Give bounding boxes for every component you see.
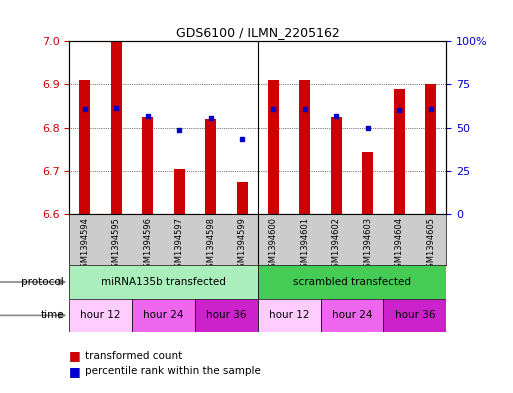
Bar	[258, 265, 446, 299]
Text: GSM1394605: GSM1394605	[426, 217, 435, 273]
Text: GSM1394599: GSM1394599	[238, 217, 247, 273]
Text: hour 36: hour 36	[394, 310, 435, 320]
Bar	[69, 265, 258, 299]
Text: hour 12: hour 12	[269, 310, 309, 320]
Text: hour 24: hour 24	[332, 310, 372, 320]
Text: GSM1394604: GSM1394604	[394, 217, 404, 273]
Text: transformed count: transformed count	[85, 351, 182, 361]
Bar	[132, 299, 195, 332]
Bar	[383, 299, 446, 332]
Text: miRNA135b transfected: miRNA135b transfected	[101, 277, 226, 287]
Text: hour 24: hour 24	[143, 310, 184, 320]
Text: time: time	[41, 310, 64, 320]
Text: scrambled transfected: scrambled transfected	[293, 277, 411, 287]
Text: GSM1394600: GSM1394600	[269, 217, 278, 273]
Bar	[300, 80, 310, 214]
Text: protocol: protocol	[22, 277, 64, 287]
Title: GDS6100 / ILMN_2205162: GDS6100 / ILMN_2205162	[176, 26, 340, 39]
Bar	[258, 299, 321, 332]
Bar	[236, 182, 248, 214]
Bar	[321, 299, 383, 332]
Bar	[80, 80, 90, 214]
Text: GSM1394598: GSM1394598	[206, 217, 215, 273]
Text: GSM1394595: GSM1394595	[112, 217, 121, 273]
Text: hour 12: hour 12	[81, 310, 121, 320]
Text: GSM1394596: GSM1394596	[143, 217, 152, 273]
Text: GSM1394594: GSM1394594	[81, 217, 89, 273]
Text: ■: ■	[69, 349, 81, 362]
Bar	[362, 152, 373, 214]
Bar	[111, 41, 122, 214]
Bar	[393, 89, 405, 214]
Text: GSM1394603: GSM1394603	[363, 217, 372, 273]
Bar	[174, 169, 185, 214]
Text: GSM1394602: GSM1394602	[332, 217, 341, 273]
Bar	[425, 84, 436, 214]
Bar	[69, 299, 132, 332]
Text: ■: ■	[69, 365, 81, 378]
Text: GSM1394597: GSM1394597	[175, 217, 184, 273]
Bar	[195, 299, 258, 332]
Bar	[205, 119, 216, 214]
Bar	[331, 117, 342, 214]
Text: GSM1394601: GSM1394601	[301, 217, 309, 273]
Bar	[142, 117, 153, 214]
Text: percentile rank within the sample: percentile rank within the sample	[85, 366, 261, 376]
Text: hour 36: hour 36	[206, 310, 247, 320]
Bar	[268, 80, 279, 214]
